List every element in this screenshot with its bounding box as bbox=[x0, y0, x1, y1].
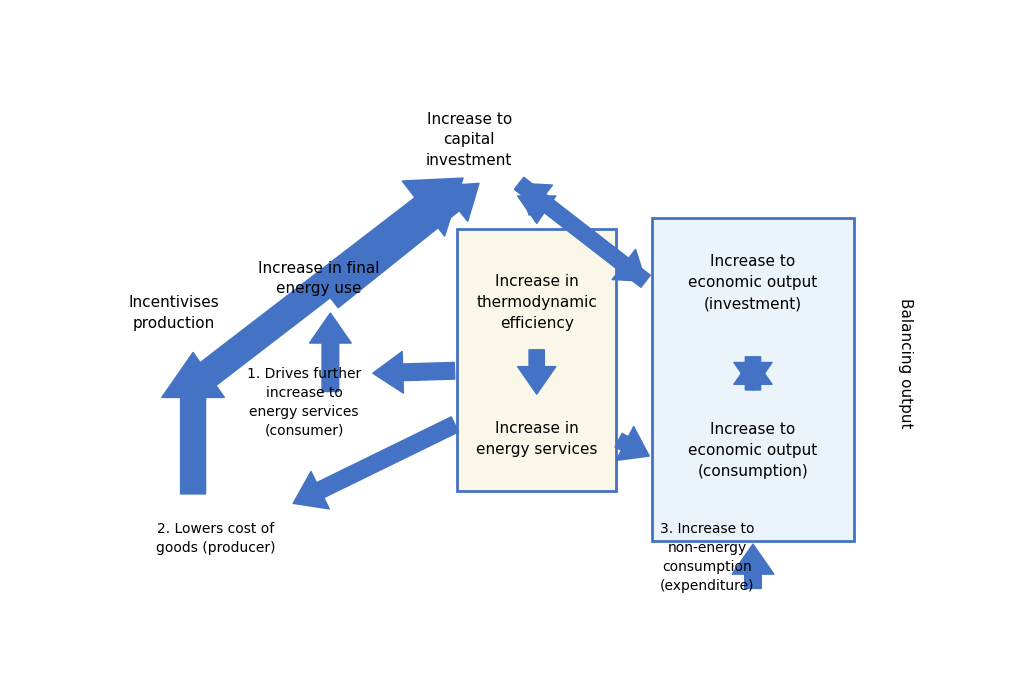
Text: Increase in final
energy use: Increase in final energy use bbox=[258, 261, 379, 297]
Text: Balancing output: Balancing output bbox=[898, 297, 913, 428]
FancyArrowPatch shape bbox=[162, 353, 224, 494]
FancyArrowPatch shape bbox=[732, 544, 774, 589]
FancyBboxPatch shape bbox=[458, 229, 616, 492]
FancyBboxPatch shape bbox=[652, 218, 854, 542]
Text: 2. Lowers cost of
goods (producer): 2. Lowers cost of goods (producer) bbox=[156, 522, 275, 555]
Text: Increase to
economic output
(investment): Increase to economic output (investment) bbox=[688, 254, 817, 312]
FancyArrowPatch shape bbox=[734, 357, 772, 390]
FancyArrowPatch shape bbox=[517, 350, 556, 394]
FancyArrowPatch shape bbox=[519, 183, 650, 287]
FancyArrowPatch shape bbox=[373, 351, 455, 393]
FancyArrowPatch shape bbox=[327, 183, 479, 308]
FancyArrowPatch shape bbox=[293, 417, 459, 509]
Text: Increase to
economic output
(consumption): Increase to economic output (consumption… bbox=[688, 422, 817, 479]
Text: Increase in
energy services: Increase in energy services bbox=[476, 421, 597, 457]
FancyArrowPatch shape bbox=[189, 178, 463, 393]
FancyArrowPatch shape bbox=[309, 313, 351, 391]
Text: 1. Drives further
increase to
energy services
(consumer): 1. Drives further increase to energy ser… bbox=[247, 367, 361, 438]
Text: 3. Increase to
non-energy
consumption
(expenditure): 3. Increase to non-energy consumption (e… bbox=[660, 522, 755, 593]
FancyArrowPatch shape bbox=[734, 357, 772, 390]
Text: Increase to
capital
investment: Increase to capital investment bbox=[426, 112, 512, 168]
Text: Incentivises
production: Incentivises production bbox=[129, 295, 219, 331]
FancyArrowPatch shape bbox=[514, 177, 645, 281]
Text: Increase in
thermodynamic
efficiency: Increase in thermodynamic efficiency bbox=[476, 274, 597, 331]
FancyArrowPatch shape bbox=[517, 196, 556, 224]
FancyArrowPatch shape bbox=[615, 426, 649, 460]
